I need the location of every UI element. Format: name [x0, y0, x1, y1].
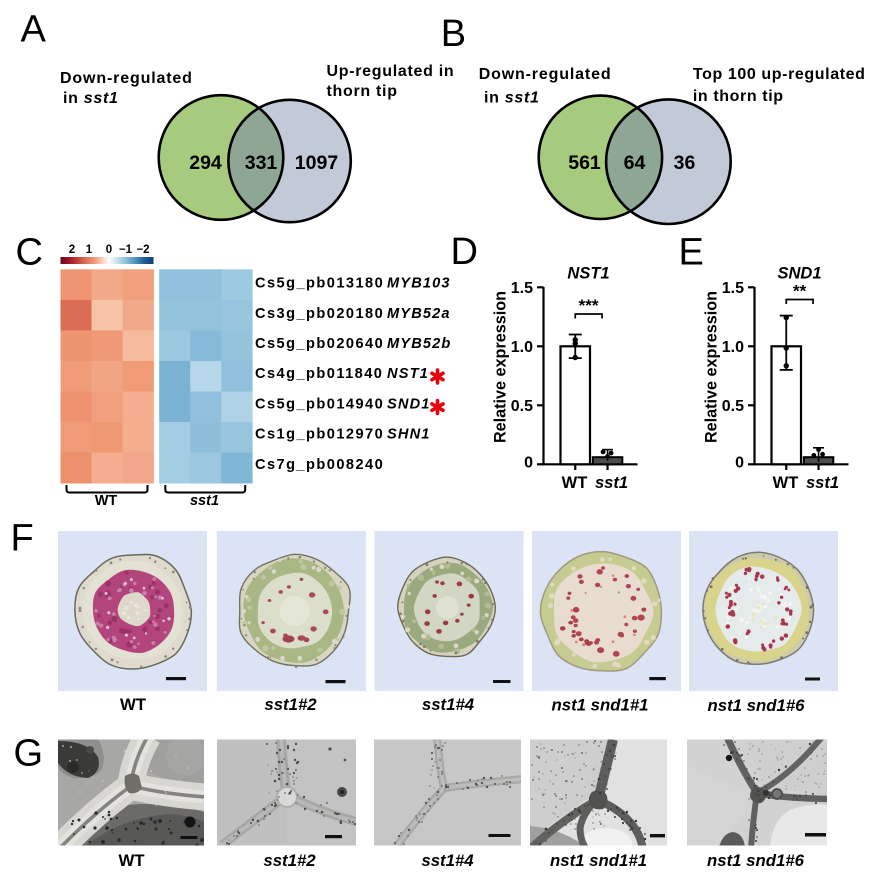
svg-text:WT: WT [118, 851, 145, 870]
svg-text:WT: WT [120, 695, 147, 714]
svg-text:36: 36 [674, 152, 696, 174]
svg-text:MYB103: MYB103 [387, 276, 451, 292]
svg-text:NST1: NST1 [567, 265, 609, 283]
svg-text:Relative expression: Relative expression [703, 291, 721, 443]
svg-text:Up-regulated in: Up-regulated in [327, 63, 455, 80]
svg-text:−2: −2 [136, 244, 149, 256]
svg-text:1.5: 1.5 [722, 280, 744, 297]
svg-text:F: F [11, 518, 34, 560]
svg-text:B: B [441, 13, 466, 55]
svg-text:MYB52a: MYB52a [387, 306, 451, 322]
svg-text:sst1: sst1 [190, 493, 219, 509]
svg-text:WT: WT [773, 474, 799, 492]
svg-text:SHN1: SHN1 [387, 427, 431, 443]
svg-text:sst1: sst1 [595, 474, 628, 492]
svg-text:nst1 snd1#1: nst1 snd1#1 [551, 696, 648, 715]
svg-text:1.5: 1.5 [511, 280, 533, 297]
svg-text:SND1: SND1 [777, 265, 821, 283]
svg-text:WT: WT [95, 493, 118, 509]
svg-text:Down-regulated: Down-regulated [479, 66, 612, 83]
svg-text:1.0: 1.0 [722, 339, 744, 356]
svg-text:sst1#2: sst1#2 [263, 851, 316, 870]
svg-text:Down-regulated: Down-regulated [60, 70, 193, 87]
svg-text:D: D [451, 231, 478, 273]
svg-text:0: 0 [106, 244, 112, 256]
svg-text:0.5: 0.5 [511, 398, 533, 415]
svg-text:−1: −1 [119, 244, 133, 256]
svg-text:thorn tip: thorn tip [327, 83, 398, 100]
svg-text:294: 294 [189, 152, 222, 174]
svg-text:sst1#4: sst1#4 [422, 695, 475, 714]
svg-text:NST1: NST1 [387, 366, 429, 382]
svg-text:sst1#2: sst1#2 [264, 695, 317, 714]
svg-text:1: 1 [86, 244, 93, 256]
svg-text:G: G [14, 733, 44, 775]
svg-text:C: C [16, 232, 43, 274]
svg-text:SND1: SND1 [387, 396, 431, 412]
svg-text:0: 0 [735, 454, 744, 471]
svg-text:Cs3g_pb020180: Cs3g_pb020180 [255, 306, 384, 322]
svg-text:2: 2 [69, 244, 75, 256]
svg-text:sst1#4: sst1#4 [421, 851, 474, 870]
svg-text:561: 561 [568, 152, 601, 174]
svg-text:WT: WT [562, 474, 588, 492]
svg-text:331: 331 [245, 152, 278, 174]
svg-text:in thorn tip: in thorn tip [693, 88, 784, 105]
svg-text:Relative expression: Relative expression [492, 291, 510, 443]
svg-text:***: *** [579, 296, 599, 315]
svg-text:1.0: 1.0 [511, 339, 533, 356]
svg-text:Cs5g_pb013180: Cs5g_pb013180 [255, 276, 384, 292]
svg-text:Top 100 up-regulated: Top 100 up-regulated [693, 66, 866, 83]
svg-text:nst1 snd1#6: nst1 snd1#6 [707, 851, 805, 870]
svg-text:64: 64 [624, 152, 646, 174]
svg-text:Cs5g_pb020640: Cs5g_pb020640 [255, 336, 384, 352]
svg-text:Cs5g_pb014940: Cs5g_pb014940 [255, 396, 384, 412]
svg-text:nst1 snd1#6: nst1 snd1#6 [707, 696, 805, 715]
svg-text:sst1: sst1 [806, 474, 839, 492]
svg-text:0.5: 0.5 [722, 398, 744, 415]
svg-text:**: ** [793, 282, 807, 301]
svg-text:Cs1g_pb012970: Cs1g_pb012970 [255, 427, 384, 443]
svg-text:E: E [679, 232, 704, 274]
svg-text:Cs7g_pb008240: Cs7g_pb008240 [255, 457, 384, 473]
svg-text:in sst1: in sst1 [63, 90, 119, 107]
svg-text:1097: 1097 [295, 152, 338, 174]
svg-text:0: 0 [524, 454, 533, 471]
svg-text:in sst1: in sst1 [484, 89, 540, 106]
svg-text:nst1 snd1#1: nst1 snd1#1 [550, 851, 647, 870]
svg-text:Cs4g_pb011840: Cs4g_pb011840 [255, 366, 383, 382]
svg-text:A: A [21, 8, 47, 50]
svg-text:MYB52b: MYB52b [387, 336, 451, 352]
